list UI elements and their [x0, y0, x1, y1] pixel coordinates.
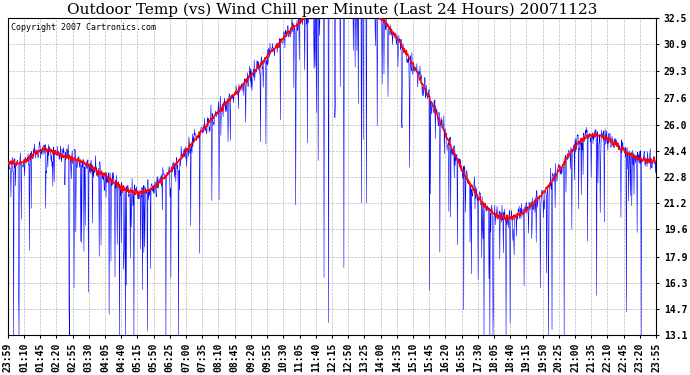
Text: Copyright 2007 Cartronics.com: Copyright 2007 Cartronics.com — [11, 23, 156, 32]
Title: Outdoor Temp (vs) Wind Chill per Minute (Last 24 Hours) 20071123: Outdoor Temp (vs) Wind Chill per Minute … — [67, 3, 597, 17]
